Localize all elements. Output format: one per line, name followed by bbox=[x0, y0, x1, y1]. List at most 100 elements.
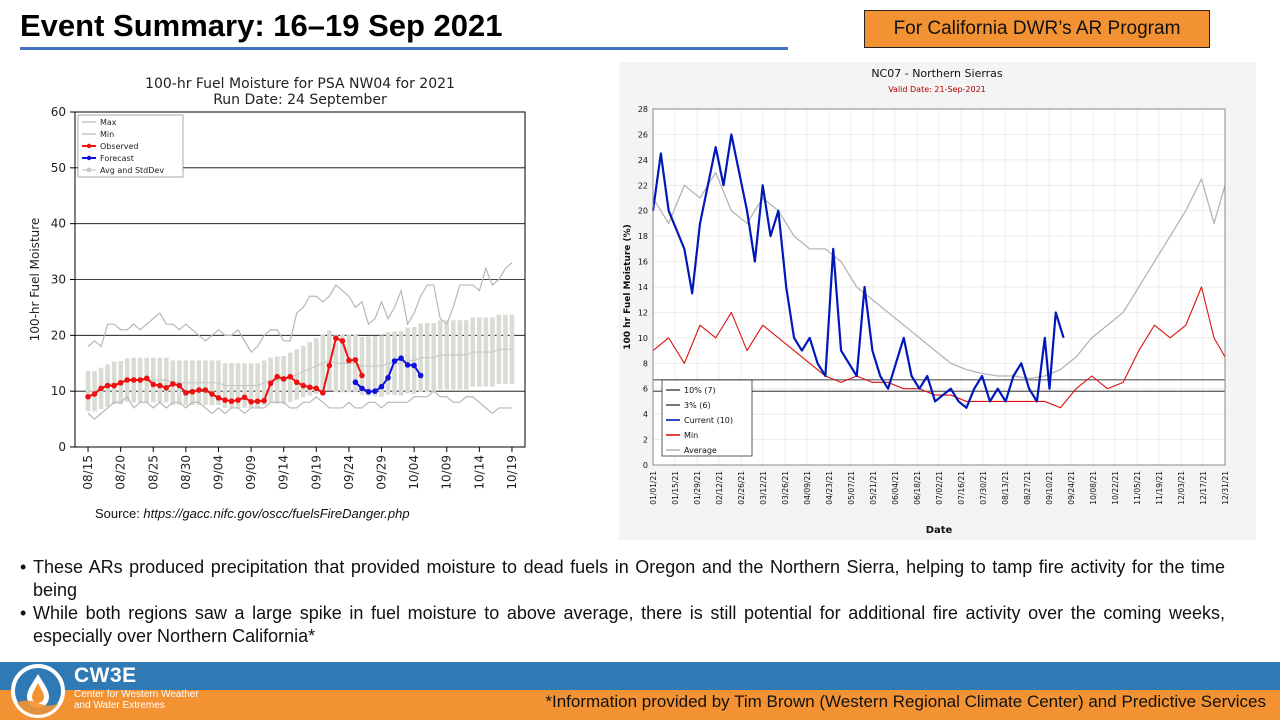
chart-subtitle: Run Date: 24 September bbox=[213, 92, 387, 108]
x-tick-label: 02/26/21 bbox=[737, 471, 746, 505]
observed-point bbox=[274, 373, 280, 380]
legend-label: Avg and StdDev bbox=[100, 166, 164, 175]
x-tick-label: 11/05/21 bbox=[1133, 471, 1142, 505]
x-tick-label: 08/15 bbox=[81, 455, 95, 490]
observed-point bbox=[104, 382, 111, 389]
x-tick-label: 08/27/21 bbox=[1023, 471, 1032, 505]
forecast-point bbox=[404, 362, 411, 368]
x-tick-label: 08/13/21 bbox=[1001, 471, 1010, 505]
plot-frame bbox=[74, 111, 526, 448]
observed-point bbox=[222, 397, 228, 403]
program-badge: For California DWR’s AR Program bbox=[864, 10, 1210, 48]
y-tick-label: 10 bbox=[638, 334, 648, 343]
legend-marker bbox=[86, 155, 92, 161]
observed-point bbox=[287, 373, 294, 380]
x-tick-label: 10/04 bbox=[407, 455, 421, 490]
x-tick-label: 09/04 bbox=[211, 455, 225, 490]
y-tick-label: 0 bbox=[58, 440, 66, 454]
legend-label: Forecast bbox=[100, 154, 134, 163]
legend-label: Max bbox=[100, 118, 117, 127]
x-tick-label: 12/31/21 bbox=[1221, 471, 1230, 505]
legend-marker bbox=[86, 143, 92, 149]
min-series-line bbox=[87, 390, 512, 420]
observed-point bbox=[320, 390, 326, 396]
x-tick-label: 02/12/21 bbox=[715, 471, 724, 505]
cw3e-logo-icon bbox=[11, 664, 65, 718]
y-tick-label: 30 bbox=[51, 273, 66, 287]
observed-point bbox=[333, 335, 339, 341]
y-tick-label: 28 bbox=[638, 105, 648, 114]
legend-label: Average bbox=[684, 446, 717, 455]
chart-subtitle: Valid Date: 21-Sep-2021 bbox=[888, 85, 986, 94]
x-tick-label: 03/12/21 bbox=[759, 471, 768, 505]
forecast-point bbox=[398, 355, 404, 362]
observed-point bbox=[352, 357, 359, 363]
x-tick-label: 09/29 bbox=[375, 455, 389, 490]
water-drop-icon bbox=[15, 668, 61, 715]
x-tick-label: 01/29/21 bbox=[693, 471, 702, 505]
chart-title: NC07 - Northern Sierras bbox=[871, 67, 1003, 80]
observed-point bbox=[202, 387, 209, 393]
y-tick-label: 40 bbox=[51, 217, 66, 231]
x-tick-label: 07/16/21 bbox=[957, 471, 966, 505]
x-tick-label: 10/08/21 bbox=[1089, 471, 1098, 505]
legend-label: 3% (6) bbox=[684, 401, 711, 410]
observed-point bbox=[293, 379, 300, 386]
summary-bullets: These ARs produced precipitation that pr… bbox=[20, 556, 1225, 648]
observed-point bbox=[267, 380, 274, 387]
x-tick-label: 04/09/21 bbox=[803, 471, 812, 505]
observed-point bbox=[326, 362, 333, 369]
observed-point bbox=[313, 385, 320, 392]
x-tick-label: 12/03/21 bbox=[1177, 471, 1186, 505]
observed-point bbox=[130, 377, 137, 383]
x-tick-label: 08/25 bbox=[146, 455, 160, 490]
observed-point bbox=[156, 382, 163, 389]
legend-box bbox=[661, 379, 753, 457]
x-tick-label: 08/20 bbox=[114, 455, 128, 490]
source-label: Source: bbox=[95, 506, 144, 521]
observed-point bbox=[176, 382, 183, 389]
legend-label: Observed bbox=[100, 142, 139, 151]
x-tick-label: 06/04/21 bbox=[891, 471, 900, 505]
observed-point bbox=[228, 398, 235, 405]
y-tick-label: 16 bbox=[638, 258, 648, 267]
forecast-point bbox=[365, 388, 372, 395]
x-tick-label: 01/01/21 bbox=[649, 471, 658, 505]
legend-label: Min bbox=[684, 431, 698, 440]
forecast-point bbox=[359, 385, 365, 392]
observed-point bbox=[339, 338, 346, 344]
observed-point bbox=[150, 381, 157, 388]
observed-point bbox=[248, 398, 254, 405]
source-citation: Source: https://gacc.nifc.gov/oscc/fuels… bbox=[95, 506, 410, 521]
legend-marker bbox=[86, 167, 92, 173]
x-tick-label: 11/19/21 bbox=[1155, 471, 1164, 505]
observed-point bbox=[117, 379, 124, 386]
observed-point bbox=[300, 382, 307, 389]
x-tick-label: 07/02/21 bbox=[935, 471, 944, 505]
observed-point bbox=[143, 375, 150, 382]
y-axis-label: 100 hr Fuel Moisture (%) bbox=[623, 224, 633, 350]
stddev-bar bbox=[509, 314, 515, 384]
legend-label: 10% (7) bbox=[684, 386, 716, 395]
avg-series-line bbox=[88, 348, 512, 392]
observed-point bbox=[196, 387, 202, 393]
y-tick-label: 20 bbox=[51, 328, 66, 342]
observed-point bbox=[170, 381, 176, 387]
y-tick-label: 24 bbox=[638, 156, 648, 165]
x-tick-label: 03/26/21 bbox=[781, 471, 790, 505]
forecast-point bbox=[391, 358, 398, 364]
x-axis-label: Date bbox=[926, 525, 953, 536]
footer-blue-band bbox=[0, 662, 1280, 690]
x-tick-label: 08/30 bbox=[179, 455, 193, 490]
x-tick-label: 09/19 bbox=[309, 455, 323, 490]
source-url[interactable]: https://gacc.nifc.gov/oscc/fuelsFireDang… bbox=[143, 506, 410, 521]
y-tick-label: 4 bbox=[643, 410, 648, 419]
cw3e-wordmark: CW3E bbox=[74, 664, 137, 687]
forecast-point bbox=[411, 362, 417, 369]
observed-point bbox=[209, 391, 215, 397]
observed-point bbox=[261, 397, 267, 404]
y-tick-label: 20 bbox=[638, 207, 648, 216]
observed-point bbox=[91, 391, 98, 397]
y-tick-label: 12 bbox=[638, 308, 648, 317]
x-tick-label: 05/21/21 bbox=[869, 471, 878, 505]
